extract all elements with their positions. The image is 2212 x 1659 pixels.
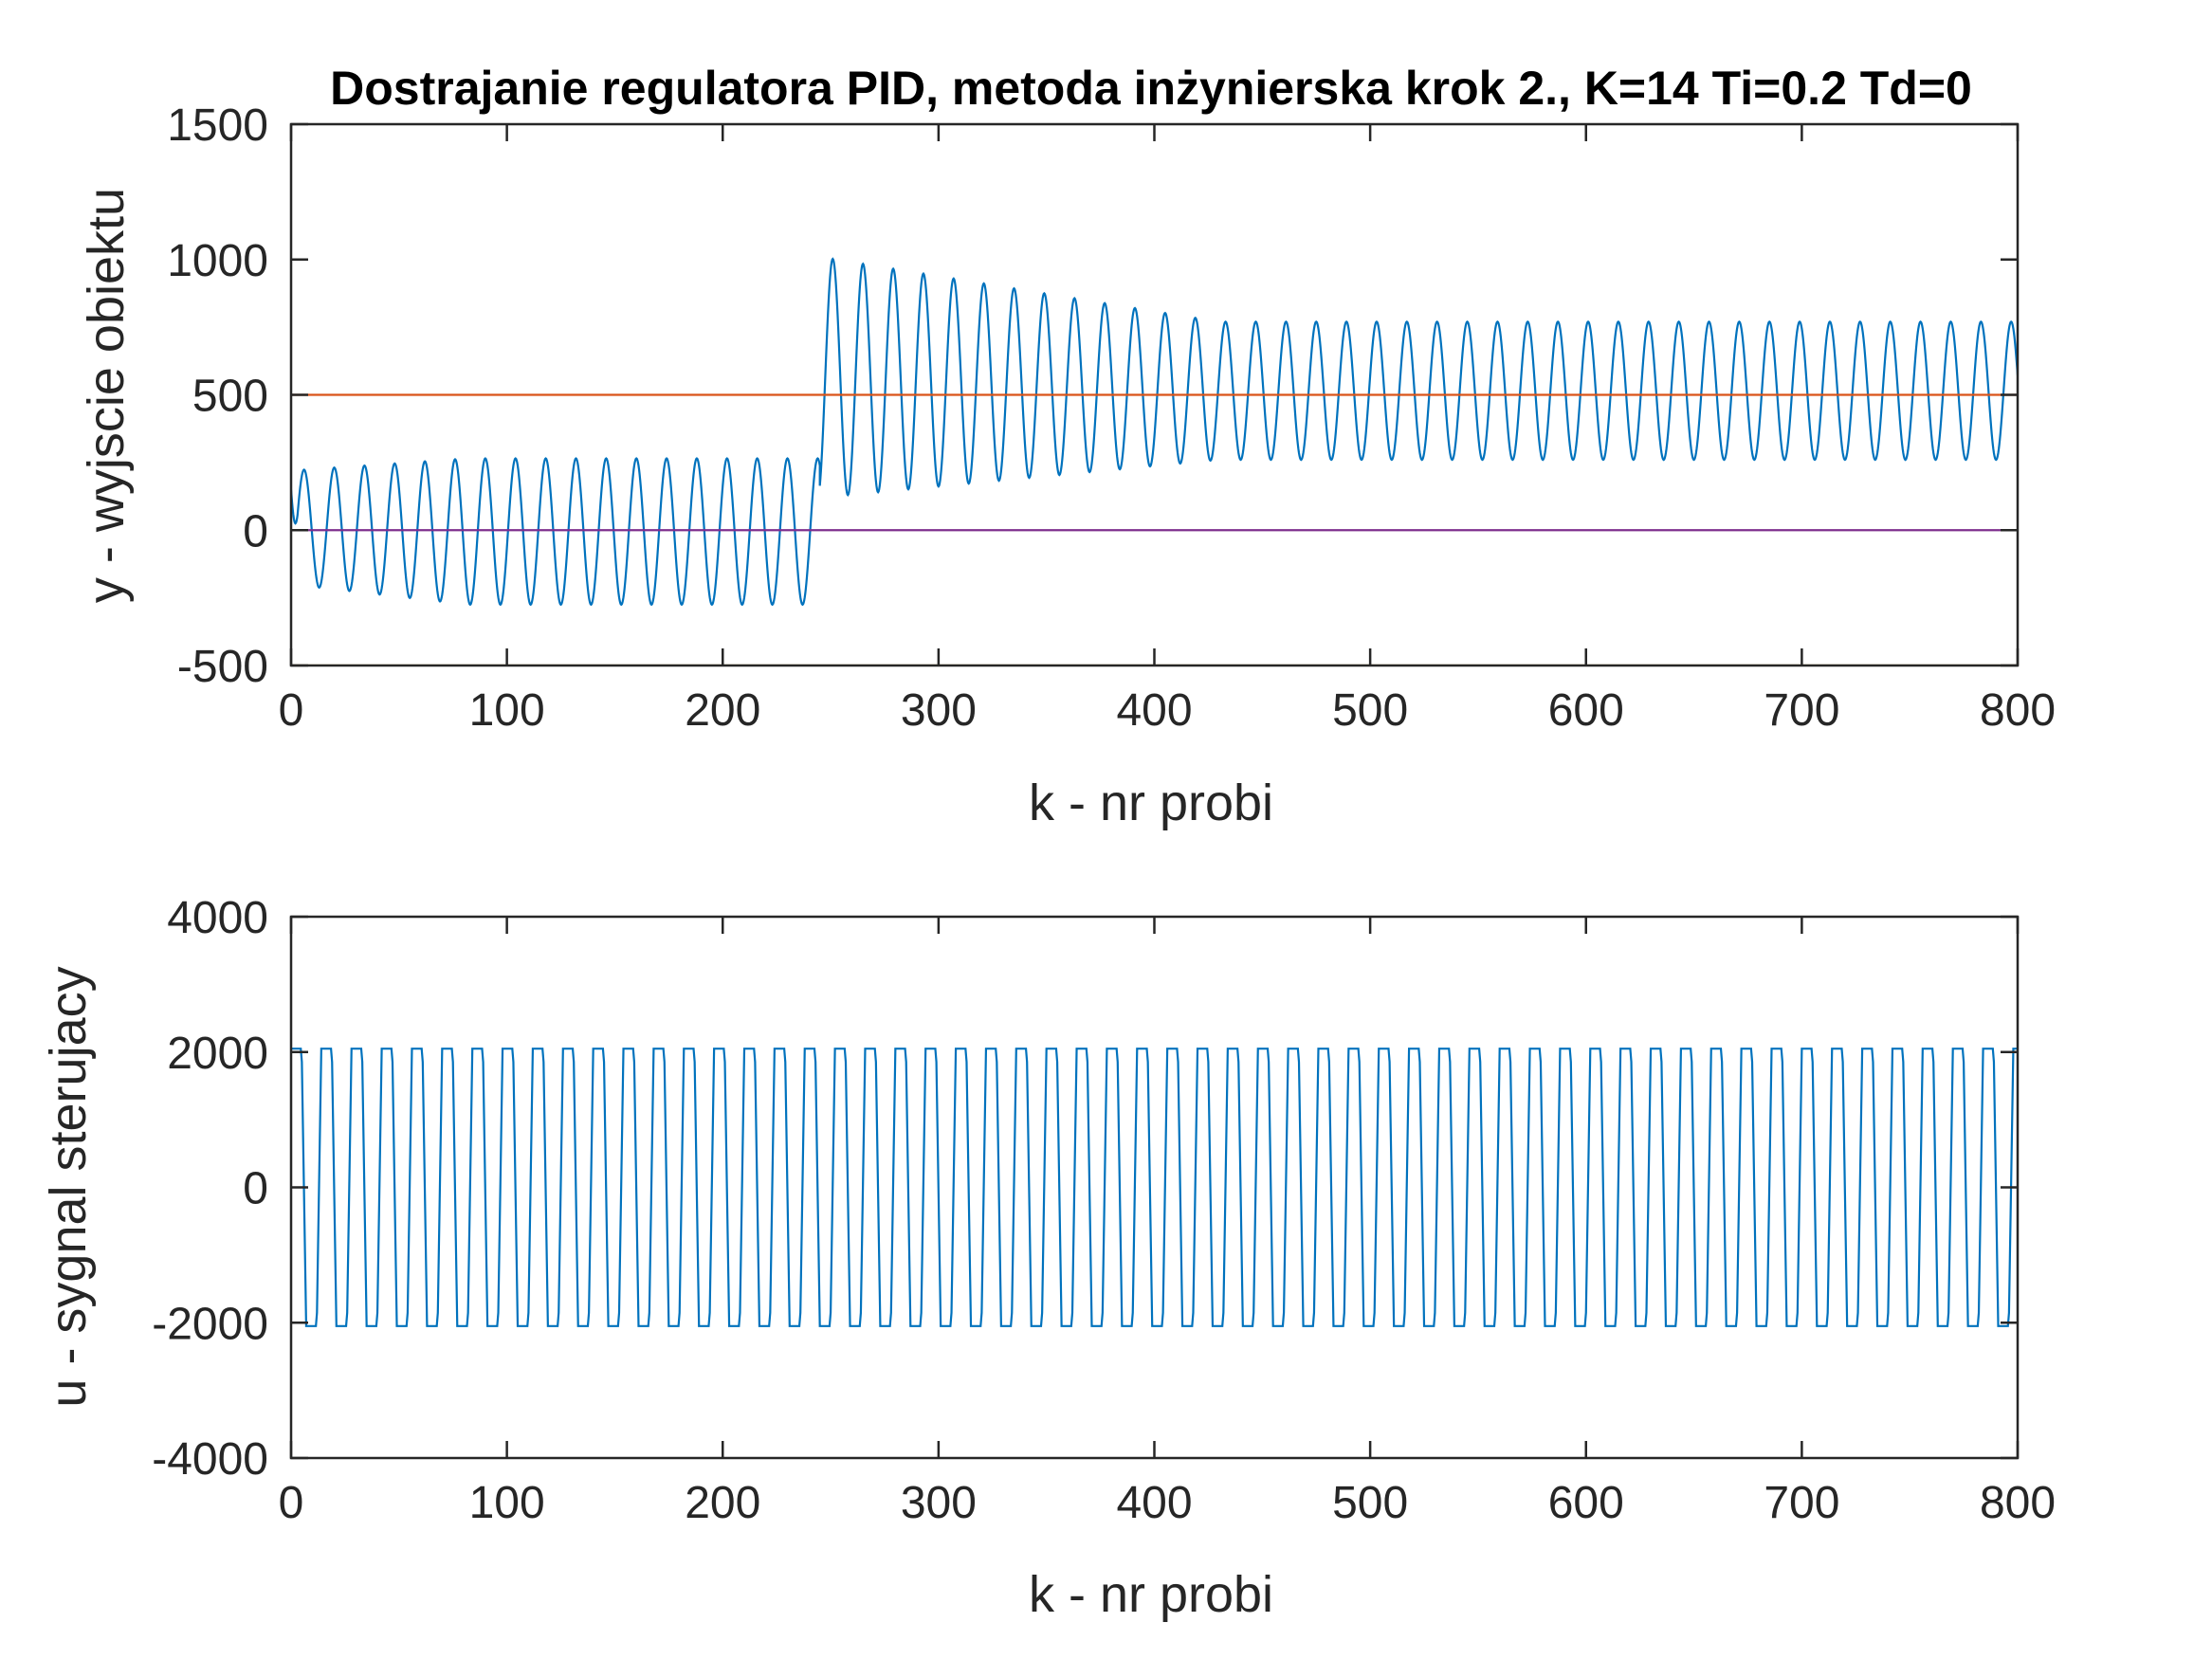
y-tick-label: 0 [243,506,268,556]
x-tick-label: 500 [1332,685,1408,736]
x-tick-label: 0 [279,1478,304,1528]
x-tick-label: 800 [1980,1478,2056,1528]
x-tick-label: 200 [685,685,760,736]
y-tick-label: 0 [243,1164,268,1214]
bottom-chart: 0 100 200 300 400 500 600 700 800 -4000 -2000 0 2000… [40,893,2056,1623]
y-tick-label: -500 [177,642,268,692]
y-tick-label: 1500 [167,100,268,151]
x-tick-label: 600 [1548,685,1624,736]
y-tick-label: 2000 [167,1029,268,1079]
y-tick-label: 1000 [167,236,268,286]
x-tick-label: 700 [1764,685,1839,736]
x-tick-label: 100 [469,685,545,736]
top-y-axis-label: y - wyjscie obiektu [78,188,135,603]
y-tick-label: 4000 [167,893,268,943]
x-tick-label: 600 [1548,1478,1624,1528]
bottom-x-axis-label: k - nr probi [1029,1566,1273,1623]
x-tick-label: 0 [279,685,304,736]
series-line-1 [291,257,2018,607]
series-line-1 [291,1048,2018,1327]
bottom-ticks: 0 100 200 300 400 500 600 700 800 -4000 -2000 0 2000… [152,893,2056,1528]
x-tick-label: 700 [1764,1478,1839,1528]
top-chart: Dostrajanie regulatora PID, metoda inżyn… [78,62,2056,831]
y-tick-label: -2000 [152,1299,268,1349]
bottom-series-layer [291,1048,2018,1327]
chart-title: Dostrajanie regulatora PID, metoda inżyn… [330,62,1972,115]
x-tick-label: 800 [1980,685,2056,736]
x-tick-label: 100 [469,1478,545,1528]
x-tick-label: 200 [685,1478,760,1528]
x-tick-label: 300 [901,685,977,736]
x-tick-label: 300 [901,1478,977,1528]
y-tick-label: 500 [192,372,268,422]
y-tick-label: -4000 [152,1434,268,1485]
bottom-y-axis-label: u - sygnal sterujacy [40,966,97,1407]
x-tick-label: 500 [1332,1478,1408,1528]
top-x-axis-label: k - nr probi [1029,775,1273,831]
top-ticks: 0 100 200 300 400 500 600 700 800-50005001000150… [167,100,2056,736]
top-series-layer [291,257,2018,665]
x-tick-label: 400 [1116,685,1192,736]
x-tick-label: 400 [1116,1478,1192,1528]
